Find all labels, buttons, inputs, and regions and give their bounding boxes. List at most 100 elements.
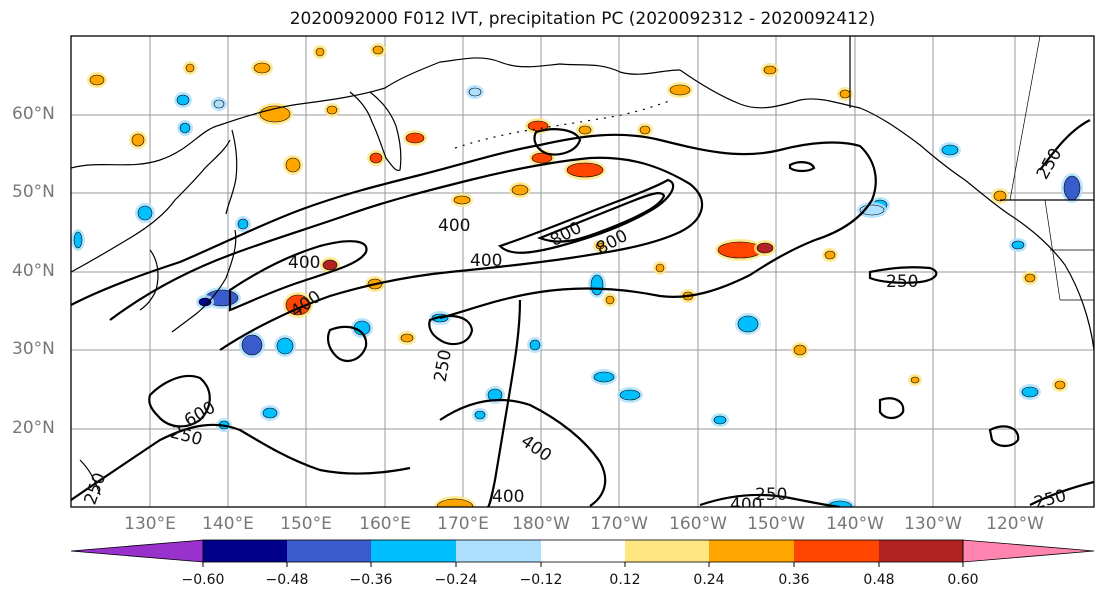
colorbar-tick-label: −0.12 (519, 572, 563, 588)
precip-blob (185, 63, 195, 73)
precip-blob (315, 47, 325, 57)
precip-blob (566, 162, 604, 178)
precip-blob (655, 263, 665, 273)
colorbar-cells (70, 539, 1095, 563)
lon-label: 150°W (747, 514, 805, 534)
precip-blob (1054, 380, 1066, 390)
contour-label: 250 (755, 485, 787, 505)
colorbar-ticks (202, 562, 964, 567)
philippines-coast (79, 459, 101, 496)
precip-blob (590, 274, 604, 296)
precip-blob (737, 315, 759, 333)
precip-blob (1024, 273, 1036, 283)
precip-blob (595, 242, 605, 250)
colorbar-cell (203, 540, 287, 562)
map-plot-area: 400 400 400 800 800 400 400 600 250 250 … (70, 35, 1095, 515)
precip-blob (276, 337, 294, 355)
precip-blob (763, 65, 777, 75)
precip-blob (285, 157, 301, 173)
map-title: 2020092000 F012 IVT, precipitation PC (2… (289, 9, 876, 29)
lon-label: 140°W (826, 514, 884, 534)
colorbar-cell (456, 540, 541, 562)
lat-label: 30°N (12, 339, 55, 359)
precip-blob (529, 339, 541, 351)
lat-label: 60°N (12, 104, 55, 124)
precip-blob (131, 133, 145, 147)
contour-400-main (109, 156, 704, 351)
precip-blob (89, 74, 105, 86)
lat-label: 50°N (12, 182, 55, 202)
colorbar-tick-label: 0.36 (778, 572, 810, 588)
precip-blob (253, 62, 271, 74)
precip-blob (756, 242, 774, 254)
colorbar-tick-label: 0.60 (947, 572, 979, 588)
contour-400-west (228, 240, 368, 312)
colorbar-cell (709, 540, 794, 562)
precip-blob (839, 89, 851, 99)
precip-blob (241, 334, 263, 356)
contour-closed-e (788, 161, 816, 173)
lon-label: 170°E (437, 514, 489, 534)
contour-label: 400 (730, 495, 762, 515)
coastlines (71, 36, 1094, 496)
precip-blob (1063, 175, 1081, 201)
ivt-contours (71, 119, 1094, 507)
precip-blob (511, 184, 529, 196)
contour-250-south (71, 423, 411, 501)
contour-closed-c (878, 397, 905, 420)
colorbar (70, 539, 1095, 567)
contour-label: 400 (492, 487, 524, 507)
precip-blob (468, 87, 482, 97)
contour-label: 400 (288, 253, 320, 273)
colorbar-extend-high (962, 539, 1095, 563)
colorbar-cell (625, 540, 709, 562)
precip-blob (237, 218, 249, 230)
precip-blob (531, 152, 553, 164)
contour-800-jet (537, 192, 666, 243)
kamchatka-coast (349, 91, 402, 171)
contour-250-coast (1039, 119, 1091, 171)
precip-blob (593, 371, 615, 383)
asia-north-coast (71, 57, 681, 169)
precip-blob (941, 144, 959, 156)
precip-blob (824, 250, 836, 260)
precip-blob (993, 190, 1007, 202)
lat-label: 20°N (12, 418, 55, 438)
contour-closed-b (428, 314, 474, 346)
precip-blob (400, 333, 414, 343)
precip-blob (176, 94, 190, 106)
precip-blob (405, 132, 425, 144)
contour-label: 250 (886, 272, 918, 292)
precip-blob (73, 231, 83, 249)
lon-label: 160°E (359, 514, 411, 534)
contour-600-jet (497, 178, 675, 254)
contour-label: 400 (470, 251, 502, 271)
precip-blob (1021, 386, 1039, 398)
lon-label: 120°W (986, 514, 1044, 534)
precip-blob (372, 45, 384, 55)
precip-blob (213, 99, 225, 109)
precip-blob (619, 389, 641, 401)
precip-blob (137, 205, 153, 221)
lon-label: 140°E (202, 514, 254, 534)
lon-label: 170°W (590, 514, 648, 534)
state-boundaries (1009, 36, 1094, 301)
precip-blob (605, 295, 615, 305)
asia-east-coast (71, 139, 231, 273)
contour-closed-f (533, 128, 582, 156)
precip-blob (669, 84, 691, 96)
precip-blob (326, 105, 338, 115)
contour-250-main (71, 133, 877, 320)
colorbar-frame (202, 539, 964, 563)
contour-250-se (1029, 480, 1094, 506)
contour-label: 400 (438, 216, 470, 236)
colorbar-tick-label: −0.60 (181, 572, 225, 588)
lon-label: 160°W (669, 514, 727, 534)
precip-blob (369, 152, 383, 164)
colorbar-tick-label: −0.48 (265, 572, 309, 588)
colorbar-tick-label: 0.48 (863, 572, 895, 588)
contour-400-south (439, 398, 607, 507)
precip-blob (910, 376, 920, 384)
colorbar-tick-label: −0.36 (349, 572, 393, 588)
